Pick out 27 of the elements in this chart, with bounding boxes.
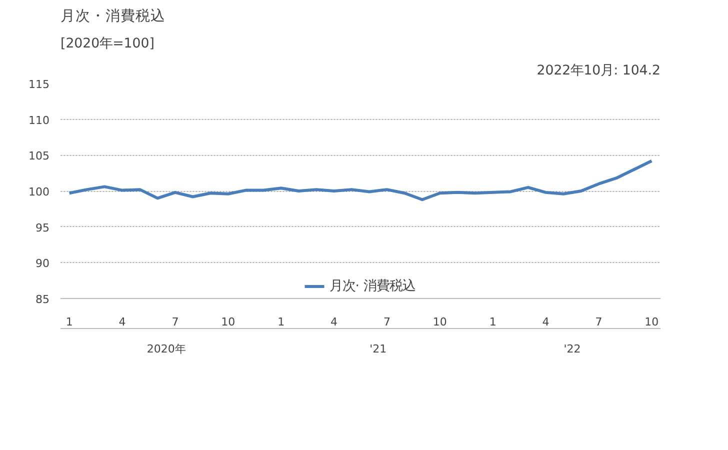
- y-tick-label: 100: [28, 186, 50, 198]
- y-tick-label: 115: [28, 78, 50, 91]
- x-tick-label: 4: [118, 316, 126, 328]
- chart-title: 月次・消費税込: [60, 8, 166, 24]
- legend-label: 月次· 消費税込: [329, 278, 416, 295]
- x-tick-label: 4: [542, 316, 550, 328]
- y-axis-title: [2020年=100]: [60, 36, 154, 52]
- text: '21: [370, 342, 387, 356]
- x-tick-label: 7: [595, 316, 602, 328]
- x-tick-label: 4: [330, 316, 338, 328]
- x-tick-label: 1: [489, 316, 496, 328]
- text: '22: [564, 342, 581, 356]
- text: 2020年: [146, 342, 186, 356]
- y-tick-label: 85: [36, 293, 50, 306]
- text: 2022年10月: 104.2: [536, 64, 661, 78]
- x-tick-label: 1: [278, 316, 285, 328]
- y-tick-label: 110: [28, 114, 50, 127]
- x-tick-label: 7: [172, 316, 179, 328]
- x-tick-label: 10: [644, 316, 659, 328]
- line-series: [68, 159, 654, 202]
- x-tick-label: 1: [66, 316, 73, 328]
- y-tick-label: 95: [36, 221, 50, 234]
- x-tick-label: 7: [383, 316, 390, 328]
- y-tick-label: 105: [28, 150, 50, 163]
- y-tick-label: 90: [36, 257, 50, 270]
- x-tick-label: 10: [221, 316, 236, 328]
- x-tick-label: 10: [432, 316, 447, 328]
